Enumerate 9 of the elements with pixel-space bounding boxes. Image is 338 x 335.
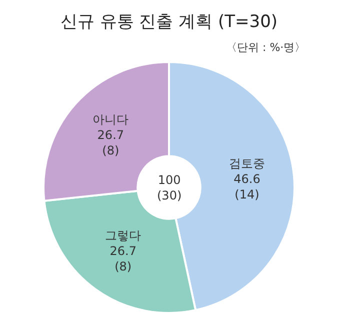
chart-subtitle: 〈단위 : %·명〉 [226,41,306,54]
chart-title: 신규 유통 진출 계획 (T=30) [60,12,278,32]
slice-label: 검토중 [228,156,265,171]
data-label: 46.6 (14) [234,172,260,202]
data-label: 26.7 (8) [97,128,124,158]
slice-label: 아니다 [92,112,129,126]
data-label: 26.7 (8) [110,244,136,274]
text: 100 (30) [157,173,182,203]
slice-label: 그렇다 [105,228,142,242]
